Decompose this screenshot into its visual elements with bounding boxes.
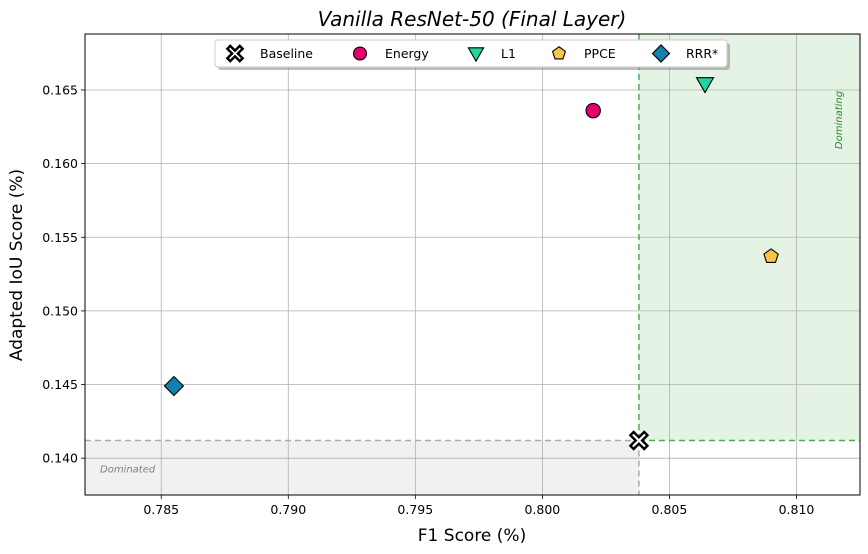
legend-marker-rrr-: [651, 44, 671, 63]
legend-label: PPCE: [584, 46, 616, 61]
dominating-label: Dominating: [834, 91, 845, 149]
legend-marker-l1: [467, 47, 485, 63]
plot-frame: [84, 33, 861, 496]
x-axis-label: F1 Score (%): [418, 526, 526, 546]
dominated-label: Dominated: [100, 465, 156, 476]
chart-title: Vanilla ResNet-50 (Final Layer): [318, 7, 627, 31]
y-tick-label: 0.155: [42, 230, 78, 245]
y-tick-label: 0.140: [42, 451, 78, 466]
x-tick-label: 0.805: [652, 502, 688, 517]
legend-label: Energy: [385, 46, 429, 61]
data-point-rrr-: [163, 375, 185, 397]
legend-label: L1: [501, 46, 516, 61]
x-tick-label: 0.800: [524, 502, 560, 517]
data-point-baseline: [628, 430, 650, 451]
x-tick-label: 0.790: [270, 502, 306, 517]
ticks-layer: 0.785 0.790 0.795 0.800 0.805 0.810 0.140 0.145…: [42, 82, 814, 517]
y-tick-label: 0.160: [42, 156, 78, 171]
regions-layer: Dominating Dominated: [85, 34, 860, 495]
legend: Baseline Energy L1 PPCE RRR*: [214, 39, 730, 70]
x-tick-label: 0.810: [779, 502, 815, 517]
y-tick-label: 0.150: [42, 303, 78, 318]
x-tick-label: 0.785: [143, 502, 179, 517]
x-tick-label: 0.795: [397, 502, 433, 517]
legend-marker-baseline: [225, 44, 245, 63]
data-point-ppce: [763, 248, 779, 264]
legend-label: RRR*: [686, 46, 718, 61]
data-point-l1: [695, 77, 715, 94]
legend-marker-ppce: [551, 46, 567, 60]
legend-label: Baseline: [260, 46, 313, 61]
grid-layer: [85, 34, 860, 495]
reference-lines: [85, 34, 860, 495]
y-axis-label: Adapted IoU Score (%): [7, 169, 27, 361]
dominated-region: [85, 440, 639, 495]
data-point-energy: [585, 102, 601, 119]
y-tick-label: 0.165: [42, 82, 78, 97]
legend-marker-energy: [352, 46, 368, 61]
points-layer: [163, 77, 779, 451]
y-tick-label: 0.145: [42, 377, 78, 392]
